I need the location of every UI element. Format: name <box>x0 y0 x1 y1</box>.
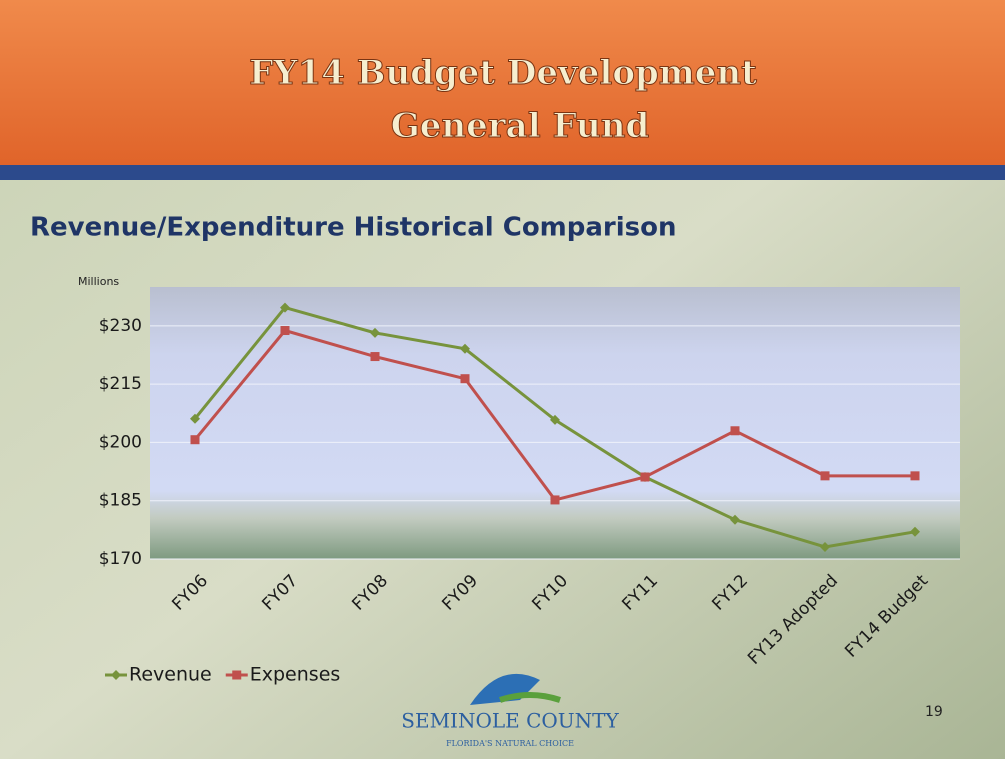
y-tick-label: $170 <box>99 549 142 569</box>
data-point <box>731 426 740 435</box>
data-point <box>191 435 200 444</box>
logo-name: SEMINOLE COUNTY <box>401 709 619 733</box>
page-number: 19 <box>925 704 943 720</box>
chart: FY14 Budget Development General Fund Rev… <box>0 0 1005 759</box>
y-axis-label: Millions <box>78 275 119 288</box>
chart-title: Revenue/Expenditure Historical Compariso… <box>30 213 677 243</box>
y-tick-label: $215 <box>99 374 142 394</box>
y-tick-label: $200 <box>99 432 142 452</box>
data-point <box>821 471 830 480</box>
y-tick-label: $185 <box>99 491 142 511</box>
header-stripe <box>0 165 1005 180</box>
slide: FY14 Budget Development General Fund Rev… <box>0 0 1005 759</box>
data-point <box>281 326 290 335</box>
y-tick-label: $230 <box>99 316 142 336</box>
data-point <box>551 495 560 504</box>
legend-label: Revenue <box>129 664 212 686</box>
header-title: General Fund <box>391 106 649 146</box>
data-point <box>232 671 241 680</box>
logo-tagline: FLORIDA'S NATURAL CHOICE <box>446 739 574 748</box>
data-point <box>641 473 650 482</box>
data-point <box>371 352 380 361</box>
header-title: FY14 Budget Development <box>249 53 757 93</box>
data-point <box>461 374 470 383</box>
data-point <box>911 471 920 480</box>
legend-label: Expenses <box>250 664 341 686</box>
